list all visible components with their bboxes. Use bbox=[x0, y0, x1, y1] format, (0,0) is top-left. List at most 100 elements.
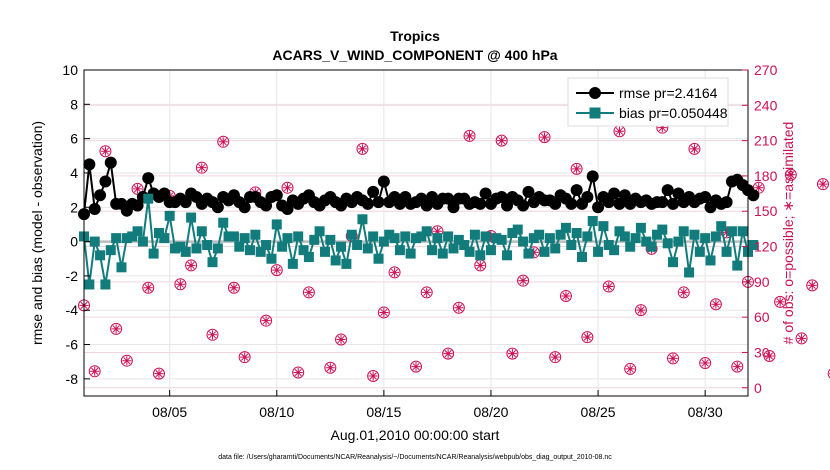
obs-possible-point-17 bbox=[260, 314, 273, 327]
obs-assimilated-point-33 bbox=[432, 226, 443, 236]
bias-point-67 bbox=[437, 248, 448, 259]
obs-assimilated-point-40 bbox=[507, 349, 517, 359]
obs-possible-point-20 bbox=[292, 366, 305, 379]
obs-assimilated-point-15 bbox=[240, 352, 250, 362]
obs-assimilated-point-54 bbox=[657, 123, 667, 133]
bias-point-13 bbox=[148, 248, 159, 259]
obs-assimilated-point-47 bbox=[582, 332, 592, 342]
bias-point-9 bbox=[127, 231, 138, 242]
obs-assimilated-point-10 bbox=[186, 260, 196, 270]
obs-assimilated-point-63 bbox=[754, 183, 764, 193]
obs-assimilated-point-64 bbox=[764, 351, 775, 361]
bias-point-125 bbox=[748, 240, 759, 251]
bias-point-29 bbox=[234, 241, 245, 252]
bias-point-30 bbox=[239, 233, 250, 244]
y2-tick-label-6: 180 bbox=[754, 168, 778, 184]
chart-title: Tropics bbox=[390, 28, 440, 44]
obs-possible-point-32 bbox=[420, 286, 433, 299]
bias-point-111 bbox=[673, 236, 684, 247]
obs-assimilated-point-29 bbox=[389, 267, 400, 278]
bias-point-113 bbox=[684, 267, 695, 278]
bias-point-18 bbox=[175, 241, 186, 252]
obs-possible-point-66 bbox=[784, 168, 797, 181]
x-tick-label-3: 08/20 bbox=[473, 404, 508, 420]
obs-assimilated-point-9 bbox=[175, 279, 185, 289]
obs-possible-point-43 bbox=[538, 131, 551, 144]
rmse-point-56 bbox=[377, 175, 390, 188]
bias-point-81 bbox=[512, 224, 523, 235]
obs-possible-point-6 bbox=[142, 281, 155, 294]
rmse-point-82 bbox=[517, 199, 530, 212]
obs-possible-point-35 bbox=[452, 301, 465, 314]
rmse-point-36 bbox=[270, 189, 283, 202]
bias-point-58 bbox=[389, 233, 400, 244]
obs-assimilated-point-32 bbox=[422, 287, 432, 298]
bias-point-110 bbox=[668, 257, 679, 268]
rmse-point-91 bbox=[565, 197, 578, 210]
rmse-point-30 bbox=[238, 201, 251, 214]
bias-point-35 bbox=[266, 253, 277, 264]
bias-point-2 bbox=[89, 236, 100, 247]
obs-possible-point-4 bbox=[120, 354, 133, 367]
bias-point-28 bbox=[228, 231, 239, 242]
legend-bias-marker bbox=[589, 107, 601, 119]
obs-assimilated-point-43 bbox=[539, 132, 550, 142]
bias-point-104 bbox=[635, 222, 646, 233]
obs-possible-point-15 bbox=[238, 351, 251, 364]
rmse-point-15 bbox=[158, 187, 171, 200]
bias-point-109 bbox=[662, 238, 673, 249]
rmse-point-95 bbox=[586, 170, 599, 183]
bias-point-77 bbox=[491, 233, 502, 244]
bias-point-65 bbox=[427, 245, 438, 256]
axes: -8 -6 -4 -2 0 2 4 6 8 10 0 30 60 90 120 150 180 210 240 270… bbox=[62, 62, 777, 420]
obs-possible-point-34 bbox=[442, 347, 455, 360]
bias-point-93 bbox=[577, 252, 587, 263]
bias-point-11 bbox=[137, 236, 148, 247]
obs-assimilated-point-35 bbox=[454, 303, 464, 313]
chart-subtitle: ACARS_V_WIND_COMPONENT @ 400 hPa bbox=[272, 47, 557, 63]
bias-point-63 bbox=[416, 231, 427, 242]
bias-point-4 bbox=[100, 279, 111, 290]
bias-point-7 bbox=[116, 262, 127, 273]
bias-point-24 bbox=[207, 257, 218, 268]
bias-point-10 bbox=[132, 226, 143, 237]
legend: rmse pr=2.4164 bias pr=0.050448 bbox=[567, 77, 729, 127]
bias-point-37 bbox=[277, 241, 288, 252]
obs-assimilated-point-2 bbox=[100, 146, 111, 156]
bias-point-1 bbox=[84, 279, 95, 290]
obs-assimilated-point-4 bbox=[122, 356, 132, 366]
bias-point-27 bbox=[223, 231, 234, 242]
bias-point-78 bbox=[496, 234, 507, 245]
bias-point-118 bbox=[710, 231, 721, 242]
obs-possible-point-65 bbox=[774, 295, 787, 308]
rmse-point-75 bbox=[479, 187, 492, 200]
obs-possible-point-7 bbox=[152, 367, 165, 380]
bias-point-122 bbox=[732, 260, 743, 271]
rmse-point-100 bbox=[613, 197, 626, 210]
bias-point-61 bbox=[405, 248, 416, 259]
obs-assimilated-point-49 bbox=[604, 281, 614, 292]
bias-point-75 bbox=[480, 231, 491, 242]
bias-point-38 bbox=[282, 233, 293, 244]
rmse-point-79 bbox=[501, 199, 514, 212]
y-tick-label-2: -4 bbox=[66, 302, 79, 318]
rmse-point-101 bbox=[618, 189, 631, 202]
obs-possible-point-51 bbox=[624, 362, 637, 375]
bias-point-68 bbox=[443, 231, 454, 242]
bias-point-99 bbox=[609, 245, 620, 256]
bias-point-31 bbox=[245, 245, 255, 256]
obs-assimilated-point-61 bbox=[732, 361, 742, 372]
rmse-point-78 bbox=[495, 190, 508, 203]
obs-assimilated-point-65 bbox=[775, 297, 785, 307]
rmse-point-1 bbox=[83, 158, 96, 171]
obs-assimilated-point-55 bbox=[668, 353, 678, 363]
rmse-point-92 bbox=[570, 184, 583, 197]
obs-possible-point-21 bbox=[302, 286, 315, 299]
bias-point-66 bbox=[432, 233, 443, 244]
bias-point-73 bbox=[469, 229, 480, 240]
y-tick-label-0: -8 bbox=[66, 371, 79, 387]
bias-point-69 bbox=[448, 243, 459, 254]
y2-tick-label-8: 240 bbox=[754, 97, 778, 113]
bias-point-26 bbox=[218, 217, 229, 228]
bias-point-34 bbox=[261, 240, 272, 251]
